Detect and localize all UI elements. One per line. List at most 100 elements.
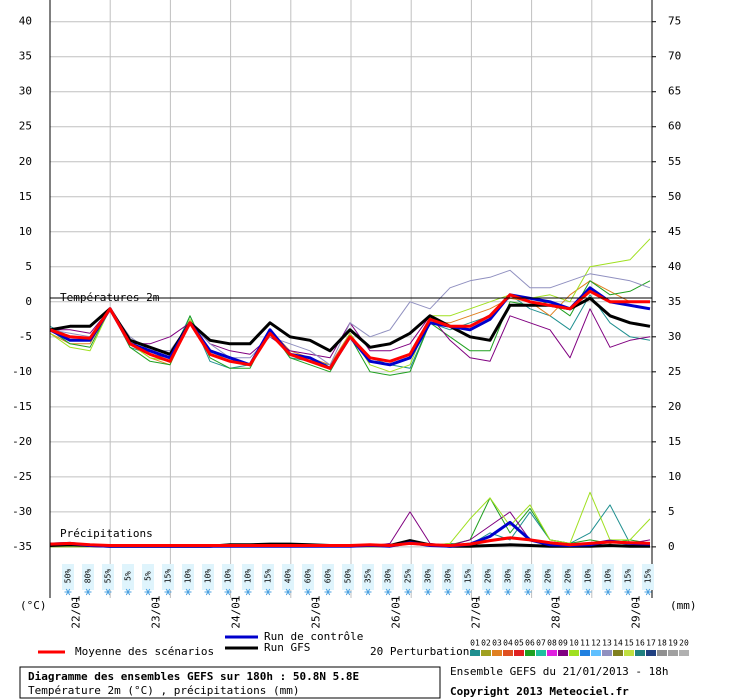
- y-tick-label: -30: [12, 505, 32, 518]
- y-tick-label: 25: [19, 120, 32, 133]
- y2-tick-label: 0: [668, 540, 675, 553]
- probability-bg: [362, 564, 374, 590]
- legend-label: 03: [492, 639, 502, 648]
- probability-label: 15%: [624, 569, 633, 584]
- legend-label: 08: [547, 639, 557, 648]
- probability-bg: [82, 564, 94, 590]
- x-tick-label: 22/01: [70, 595, 83, 628]
- legend-label: 11: [580, 639, 590, 648]
- probability-label: 15%: [264, 569, 273, 584]
- probability-label: 20%: [544, 569, 553, 584]
- snow-icon: [305, 588, 311, 596]
- legend-swatch: [602, 650, 612, 656]
- y2-tick-label: 75: [668, 15, 681, 28]
- probability-label: 15%: [164, 569, 173, 584]
- probability-label: 30%: [524, 569, 533, 584]
- y2-tick-label: 40: [668, 260, 681, 273]
- snow-icon: [85, 588, 91, 596]
- probability-label: 10%: [584, 569, 593, 584]
- legend-label: 07: [536, 639, 546, 648]
- x-tick-label: 23/01: [150, 595, 163, 628]
- probability-label: 40%: [284, 569, 293, 584]
- probability-bg: [562, 564, 574, 590]
- y2-tick-label: 60: [668, 120, 681, 133]
- probability-label: 5%: [124, 571, 133, 581]
- probability-label: 55%: [104, 569, 113, 584]
- legend-swatch: [503, 650, 513, 656]
- legend-label: 04: [503, 639, 513, 648]
- legend-swatch: [646, 650, 656, 656]
- legend-swatch: [492, 650, 502, 656]
- legend-swatch: [470, 650, 480, 656]
- series-line: [49, 289, 650, 370]
- snow-icon: [165, 588, 171, 596]
- snow-icon: [65, 588, 71, 596]
- legend-label: 01: [470, 639, 480, 648]
- probability-label: 80%: [84, 569, 93, 584]
- y2-tick-label: 65: [668, 85, 681, 98]
- probability-label: 60%: [324, 569, 333, 584]
- probability-label: 50%: [64, 569, 73, 584]
- probability-bg: [542, 564, 554, 590]
- series-line: [49, 238, 651, 373]
- probability-bg: [202, 564, 214, 590]
- probability-bg: [242, 564, 254, 590]
- legend-label: 13: [602, 639, 612, 648]
- y-tick-label: 35: [19, 50, 32, 63]
- probability-bg: [262, 564, 274, 590]
- snow-icon: [325, 588, 331, 596]
- probability-bg: [522, 564, 534, 590]
- y2-tick-label: 10: [668, 470, 681, 483]
- y-tick-label: -5: [19, 330, 32, 343]
- legend-swatch: [547, 650, 557, 656]
- snow-icon: [465, 588, 471, 596]
- legend-label: 15: [624, 639, 634, 648]
- y2-tick-label: 5: [668, 505, 675, 518]
- legend-swatch: [624, 650, 634, 656]
- legend-swatch: [536, 650, 546, 656]
- snow-icon: [525, 588, 531, 596]
- x-tick-label: 29/01: [630, 595, 643, 628]
- probability-label: 15%: [644, 569, 653, 584]
- probability-bg: [462, 564, 474, 590]
- legend-label: 20: [679, 639, 689, 648]
- probability-label: 10%: [604, 569, 613, 584]
- snow-icon: [125, 588, 131, 596]
- probability-label: 25%: [404, 569, 413, 584]
- y-tick-label: -15: [12, 400, 32, 413]
- probability-label: 60%: [304, 569, 313, 584]
- snow-icon: [105, 588, 111, 596]
- probability-label: 30%: [444, 569, 453, 584]
- y-tick-label: -10: [12, 365, 32, 378]
- footer-copyright: Copyright 2013 Meteociel.fr: [450, 685, 629, 698]
- snow-icon: [425, 588, 431, 596]
- probability-label: 10%: [204, 569, 213, 584]
- x-tick-label: 27/01: [470, 595, 483, 628]
- probability-label: 5%: [144, 571, 153, 581]
- snow-icon: [545, 588, 551, 596]
- legend-label: 05: [514, 639, 524, 648]
- legend-swatch: [558, 650, 568, 656]
- snow-icon: [365, 588, 371, 596]
- probability-bg: [642, 564, 654, 590]
- legend-label: Moyenne des scénarios: [75, 645, 214, 658]
- y2-tick-label: 35: [668, 295, 681, 308]
- probability-bg: [482, 564, 494, 590]
- snow-icon: [245, 588, 251, 596]
- legend-swatch: [613, 650, 623, 656]
- probability-bg: [182, 564, 194, 590]
- legend-swatch: [591, 650, 601, 656]
- legend-label: 19: [668, 639, 678, 648]
- x-tick-label: 28/01: [550, 595, 563, 628]
- series-layer: [49, 238, 651, 548]
- x-tick-label: 25/01: [310, 595, 323, 628]
- legend-swatch: [657, 650, 667, 656]
- legend-label: 09: [558, 639, 568, 648]
- probability-label: 10%: [184, 569, 193, 584]
- y2-tick-label: 50: [668, 190, 681, 203]
- y-tick-label: 10: [19, 225, 32, 238]
- y-tick-label: 15: [19, 190, 32, 203]
- legend-swatch: [481, 650, 491, 656]
- y2-tick-label: 70: [668, 50, 681, 63]
- footer-run: Ensemble GEFS du 21/01/2013 - 18h: [450, 665, 669, 678]
